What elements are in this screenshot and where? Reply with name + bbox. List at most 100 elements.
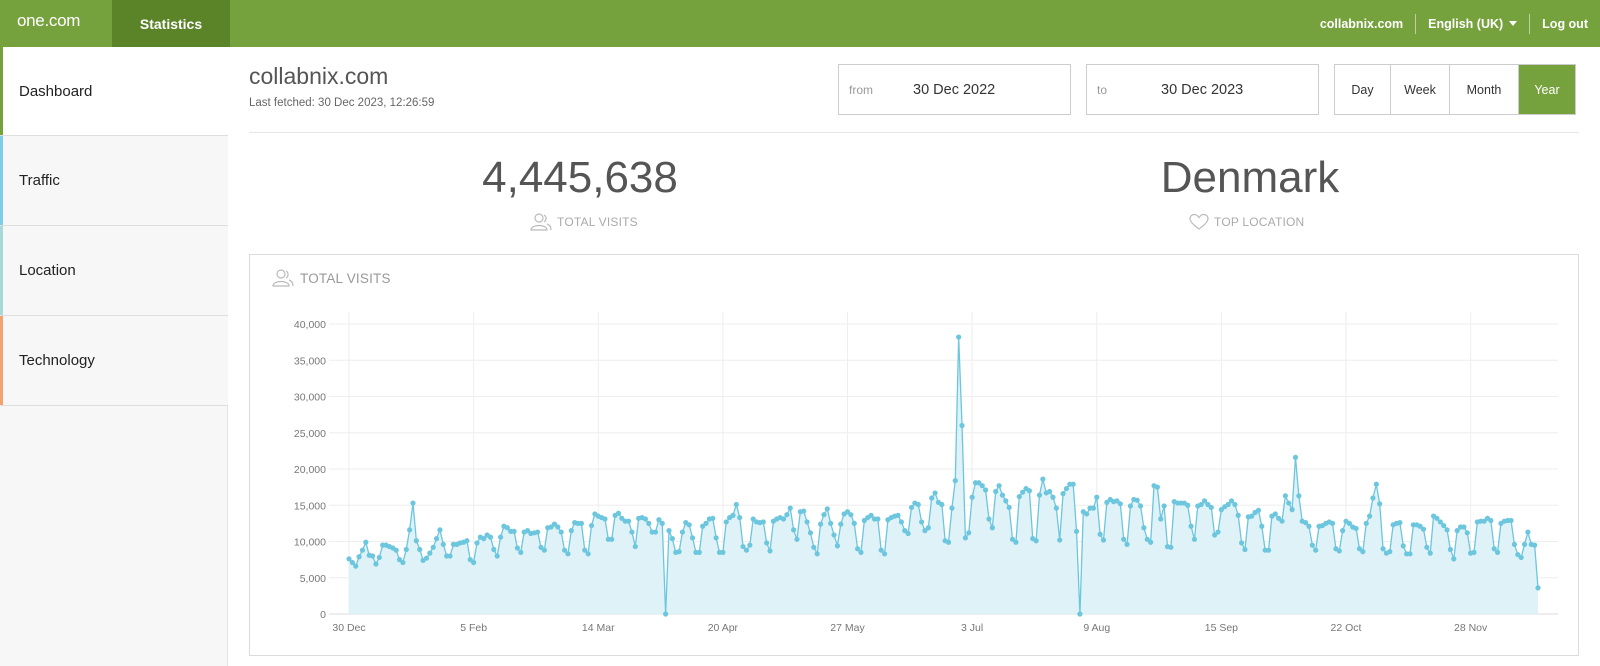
total-visits-label-text: TOTAL VISITS (557, 215, 638, 229)
data-point (1279, 518, 1285, 524)
data-point (1161, 503, 1167, 509)
y-tick-label: 25,000 (294, 428, 326, 440)
data-point (999, 492, 1006, 498)
data-point (801, 508, 807, 514)
data-point (1296, 493, 1302, 499)
data-point (828, 520, 834, 526)
data-point (976, 480, 982, 486)
data-point (430, 544, 436, 550)
header-divider (249, 132, 1579, 133)
chevron-down-icon (1509, 21, 1518, 26)
data-point (632, 543, 638, 550)
data-point (878, 547, 884, 553)
to-date-field[interactable]: to 30 Dec 2023 (1086, 64, 1319, 115)
data-point (814, 551, 820, 557)
data-point (1148, 539, 1154, 545)
data-point (1127, 503, 1134, 509)
data-point (1232, 501, 1238, 508)
data-point (1158, 516, 1164, 522)
data-point (524, 528, 531, 534)
data-point (1063, 485, 1070, 492)
data-point (1228, 498, 1235, 504)
data-point (929, 495, 935, 501)
language-selector[interactable]: English (UK) (1415, 13, 1529, 34)
data-point (403, 546, 409, 553)
data-point (723, 519, 729, 525)
top-location-value: Denmark (1160, 153, 1340, 202)
data-point (1040, 476, 1046, 482)
data-point (1525, 529, 1531, 535)
data-point (787, 505, 793, 511)
data-point (471, 559, 477, 566)
data-point (481, 536, 487, 542)
data-point (1104, 499, 1110, 505)
data-point (1117, 501, 1123, 507)
data-point (1508, 517, 1514, 524)
data-point (1225, 501, 1231, 508)
sidebar-item-dashboard[interactable]: Dashboard (0, 47, 228, 136)
data-point (750, 516, 756, 522)
site-selector[interactable]: collabnix.com (1308, 14, 1415, 34)
data-point (619, 515, 625, 521)
period-year-button[interactable]: Year (1518, 65, 1575, 114)
total-visits-chart: 0 5,000 10,000 15,000 20,000 25,000 30,000 35,0… (294, 312, 1558, 634)
x-tick-label: 20 Apr (708, 622, 739, 634)
data-point (1454, 528, 1460, 534)
data-point (1242, 546, 1248, 553)
tab-statistics[interactable]: Statistics (112, 0, 230, 47)
data-point (561, 547, 568, 553)
period-week-button[interactable]: Week (1390, 65, 1449, 114)
sidebar-accent (0, 47, 3, 135)
data-point (646, 520, 652, 526)
data-point (1444, 527, 1450, 533)
data-point (1532, 542, 1538, 548)
data-point (1387, 549, 1393, 555)
period-day-button[interactable]: Day (1335, 65, 1390, 114)
logout-link[interactable]: Log out (1529, 13, 1600, 34)
data-point (464, 538, 470, 544)
data-point (1070, 481, 1076, 487)
series-area (349, 337, 1538, 614)
data-point (1100, 537, 1107, 543)
data-point (713, 535, 719, 541)
data-point (679, 529, 686, 535)
data-point (1424, 544, 1430, 550)
data-point (1168, 544, 1174, 550)
sidebar-item-technology[interactable]: Technology (0, 316, 228, 406)
data-point (504, 525, 510, 531)
data-point (1141, 525, 1147, 531)
period-month-button[interactable]: Month (1449, 65, 1518, 114)
x-tick-label: 9 Aug (1083, 622, 1110, 634)
onecom-logo[interactable]: one.com (17, 11, 81, 30)
data-point (1215, 529, 1221, 535)
data-point (1289, 507, 1295, 513)
data-point (1286, 500, 1292, 506)
data-point (1309, 542, 1315, 548)
data-point (1302, 520, 1309, 526)
data-point (686, 522, 692, 528)
data-point (1053, 505, 1059, 511)
from-date-field[interactable]: from 30 Dec 2022 (838, 64, 1071, 115)
data-point (1259, 523, 1265, 529)
y-tick-label: 35,000 (294, 355, 326, 367)
data-point (1380, 546, 1386, 552)
data-point (356, 554, 362, 560)
data-point (1235, 512, 1241, 518)
data-point (1329, 520, 1336, 526)
data-point (1461, 524, 1467, 530)
sidebar-item-traffic[interactable]: Traffic (0, 136, 228, 226)
data-point (656, 517, 662, 523)
y-tick-label: 10,000 (294, 537, 326, 549)
y-tick-label: 40,000 (294, 319, 326, 331)
data-point (881, 551, 888, 557)
data-point (447, 553, 453, 559)
data-point (1077, 611, 1083, 617)
y-tick-label: 5,000 (300, 573, 326, 585)
y-tick-label: 0 (320, 609, 326, 621)
sidebar-item-location[interactable]: Location (0, 226, 228, 316)
data-point (1124, 541, 1130, 547)
to-date-value: 30 Dec 2023 (1161, 82, 1244, 98)
data-point (1208, 504, 1214, 511)
data-point (1191, 536, 1198, 542)
data-point (602, 516, 608, 522)
